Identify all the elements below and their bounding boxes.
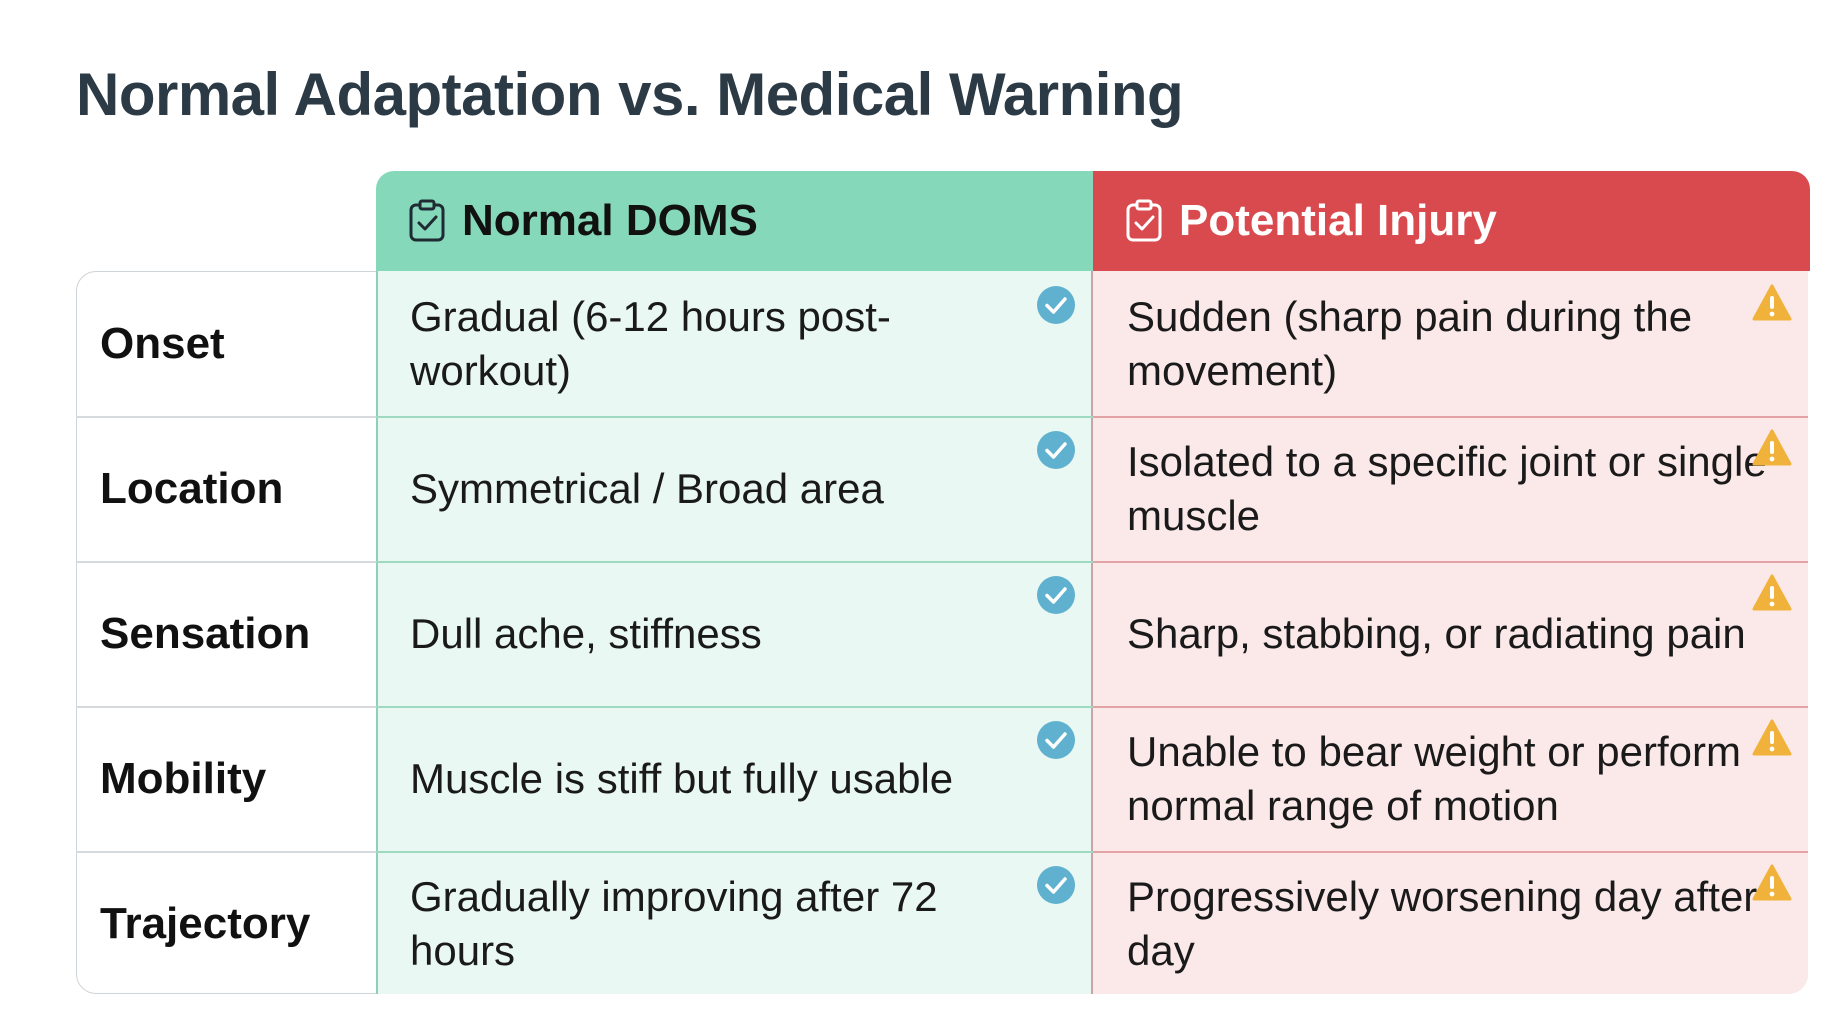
table-row-sensation: Sensation Dull ache, stiffness Sharp, st… — [76, 561, 1808, 706]
row-divider — [76, 706, 1808, 708]
column-header-label: Normal DOMS — [462, 196, 758, 245]
column-header-potential-injury: Potential Injury — [1093, 171, 1810, 271]
row-label: Onset — [100, 318, 225, 368]
potential-injury-cell: Unable to bear weight or perform normal … — [1127, 727, 1741, 829]
normal-doms-cell: Gradual (6-12 hours post-workout) — [410, 292, 891, 394]
comparison-table: Normal DOMS Potential Injury Onset Gradu… — [76, 171, 1810, 996]
table-row-trajectory: Trajectory Gradually improving after 72 … — [76, 851, 1808, 996]
clipboard-check-icon — [1126, 199, 1162, 242]
normal-doms-cell: Symmetrical / Broad area — [410, 464, 884, 512]
column-header-normal-doms: Normal DOMS — [376, 171, 1093, 271]
row-label: Mobility — [100, 753, 267, 803]
warning-triangle-icon — [1752, 574, 1792, 611]
row-divider — [76, 851, 1808, 853]
warning-triangle-icon — [1752, 284, 1792, 321]
row-divider — [76, 561, 1808, 563]
warning-triangle-icon — [1752, 429, 1792, 466]
check-circle-icon — [1037, 721, 1075, 759]
check-circle-icon — [1037, 866, 1075, 904]
check-circle-icon — [1037, 431, 1075, 469]
normal-doms-cell: Muscle is stiff but fully usable — [410, 754, 954, 802]
row-label: Location — [100, 463, 284, 513]
normal-doms-cell: Gradually improving after 72 hours — [410, 872, 938, 974]
clipboard-check-icon — [409, 199, 445, 242]
table-row-location: Location Symmetrical / Broad area Isolat… — [76, 416, 1808, 561]
potential-injury-cell: Progressively worsening day after day — [1127, 872, 1758, 974]
potential-injury-cell: Sharp, stabbing, or radiating pain — [1127, 609, 1746, 657]
row-label: Sensation — [100, 608, 311, 658]
check-circle-icon — [1037, 576, 1075, 614]
page-title: Normal Adaptation vs. Medical Warning — [76, 61, 1184, 128]
warning-triangle-icon — [1752, 719, 1792, 756]
row-divider — [76, 416, 1808, 418]
check-circle-icon — [1037, 286, 1075, 324]
column-body-injury — [1093, 271, 1808, 994]
column-body-normal — [376, 271, 1093, 994]
normal-doms-cell: Dull ache, stiffness — [410, 609, 762, 657]
table-row-mobility: Mobility Muscle is stiff but fully usabl… — [76, 706, 1808, 851]
column-header-label: Potential Injury — [1179, 196, 1497, 245]
row-label: Trajectory — [100, 898, 311, 948]
potential-injury-cell: Sudden (sharp pain during the movement) — [1127, 292, 1693, 394]
warning-triangle-icon — [1752, 864, 1792, 901]
potential-injury-cell: Isolated to a specific joint or single m… — [1127, 437, 1767, 539]
table-row-onset: Onset Gradual (6-12 hours post-workout) … — [76, 271, 1808, 416]
